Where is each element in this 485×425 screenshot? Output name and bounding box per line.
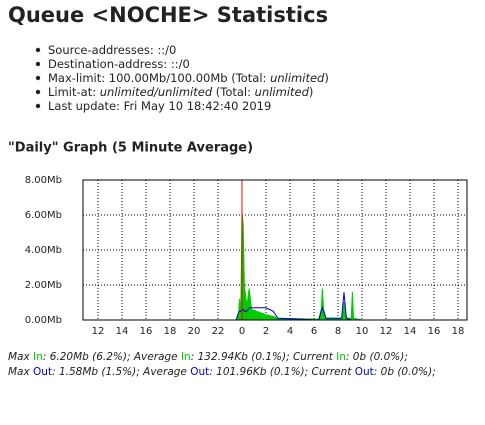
- x-tick-label: 20: [188, 326, 201, 337]
- text-segment: ): [309, 85, 314, 99]
- y-tick-label: 2.00Mb: [25, 280, 62, 291]
- x-tick-label: 22: [212, 326, 225, 337]
- text-segment: Max-limit: 100.00Mb/100.00Mb (Total:: [48, 71, 270, 85]
- text-line: Max In: 6.20Mb (6.2%); Average In: 132.9…: [8, 351, 408, 363]
- text-line: Destination-address: ::/0: [48, 57, 190, 71]
- bullet: [35, 75, 41, 81]
- text-segment: In: [33, 351, 43, 363]
- area: [83, 211, 467, 321]
- text-segment: : 132.94Kb (0.1%); Current: [191, 351, 336, 363]
- text-segment: : 0b (0.0%);: [374, 366, 436, 378]
- y-tick-label: 8.00Mb: [25, 175, 62, 186]
- bullet: [35, 89, 41, 95]
- text-segment: Max: [8, 351, 33, 363]
- x-tick-label: 12: [92, 326, 105, 337]
- text-segment: unlimited/unlimited: [100, 85, 213, 99]
- x-tick-label: 6: [311, 326, 317, 337]
- text-segment: Source-addresses: ::/0: [48, 43, 176, 57]
- text-segment: unlimited: [255, 85, 310, 99]
- text-segment: Limit-at:: [48, 85, 100, 99]
- text-segment: In: [336, 351, 346, 363]
- page-title: Queue <NOCHE> Statistics: [8, 3, 328, 27]
- text-line: Max-limit: 100.00Mb/100.00Mb (Total: unl…: [48, 71, 329, 85]
- graph-title: "Daily" Graph (5 Minute Average): [8, 141, 253, 156]
- x-tick-label: 0: [239, 326, 245, 337]
- bullet: [35, 47, 41, 53]
- x-tick-label: 12: [380, 326, 393, 337]
- text-segment: Out: [355, 366, 374, 378]
- x-tick-label: 10: [356, 326, 369, 337]
- x-tick-label: 14: [404, 326, 417, 337]
- text-segment: unlimited: [270, 71, 325, 85]
- text-segment: : 0b (0.0%);: [346, 351, 408, 363]
- text-line: Last update: Fri May 10 18:42:40 2019: [48, 99, 271, 113]
- bullet: [35, 103, 41, 109]
- x-tick-label: 2: [263, 326, 269, 337]
- text-segment: Last update: Fri May 10 18:42:40 2019: [48, 99, 271, 113]
- bullet: [35, 61, 41, 67]
- x-tick-label: 14: [116, 326, 129, 337]
- text-segment: (Total:: [212, 85, 255, 99]
- text-line: Max Out: 1.58Mb (1.5%); Average Out: 101…: [8, 366, 436, 378]
- x-tick-label: 4: [287, 326, 293, 337]
- x-tick-label: 18: [452, 326, 465, 337]
- text-segment: : 101.96Kb (0.1%); Current: [209, 366, 354, 378]
- y-tick-label: 4.00Mb: [25, 245, 62, 256]
- line: [83, 292, 467, 321]
- x-tick-label: 18: [164, 326, 177, 337]
- text-segment: Max: [8, 366, 33, 378]
- text-segment: Destination-address: ::/0: [48, 57, 190, 71]
- text-segment: Out: [190, 366, 209, 378]
- x-tick-label: 16: [140, 326, 153, 337]
- text-segment: : 6.20Mb (6.2%); Average: [43, 351, 181, 363]
- x-tick-label: 16: [428, 326, 441, 337]
- text-line: Limit-at: unlimited/unlimited (Total: un…: [48, 85, 313, 99]
- text-segment: In: [181, 351, 191, 363]
- text-segment: : 1.58Mb (1.5%); Average: [52, 366, 190, 378]
- y-tick-label: 6.00Mb: [25, 210, 62, 221]
- text-segment: Out: [33, 366, 52, 378]
- plot-border: [82, 179, 468, 321]
- y-tick-label: 0.00Mb: [25, 315, 62, 326]
- x-tick-label: 8: [335, 326, 341, 337]
- text-line: Source-addresses: ::/0: [48, 43, 176, 57]
- text-segment: ): [324, 71, 329, 85]
